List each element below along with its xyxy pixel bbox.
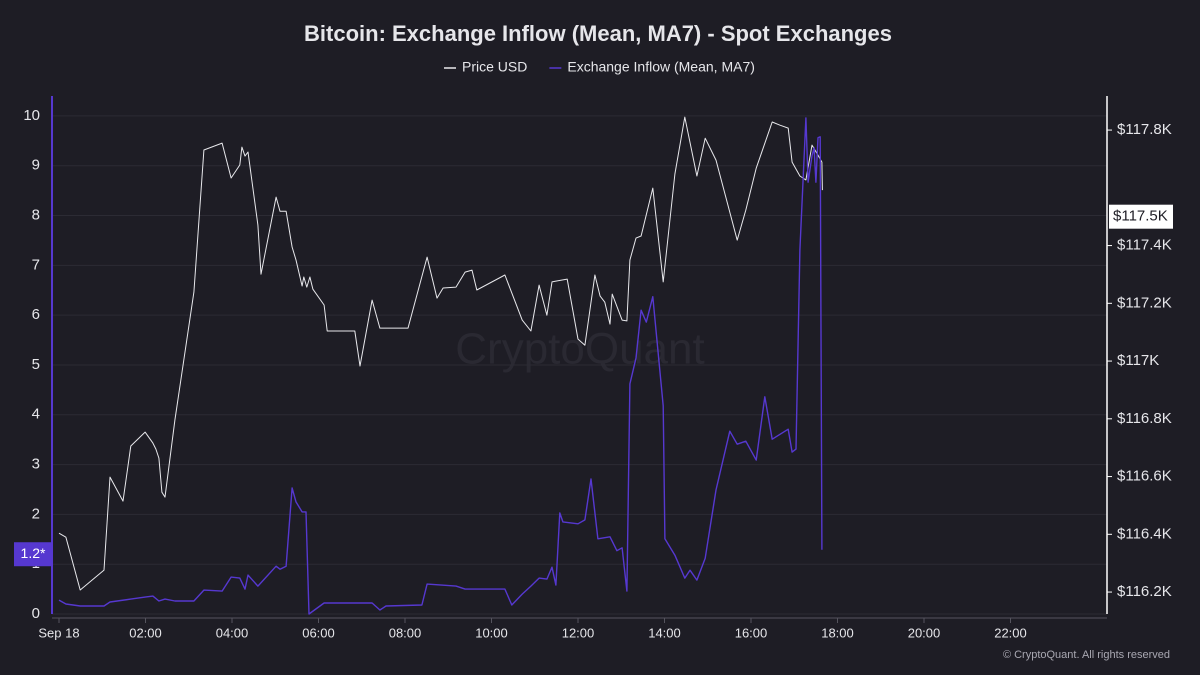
y-tick-label: 4	[32, 406, 40, 423]
y2-tick-label: $116.6K	[1117, 468, 1172, 485]
chart-title: Bitcoin: Exchange Inflow (Mean, MA7) - S…	[304, 21, 892, 46]
legend: Price USD Exchange Inflow (Mean, MA7)	[444, 59, 755, 75]
series-line	[58, 116, 823, 591]
y2-tick-label: $116.8K	[1117, 410, 1172, 427]
x-tick-label: 02:00	[129, 625, 162, 640]
current-value-label: 1.2*	[21, 545, 46, 561]
x-tick-label: 18:00	[821, 625, 854, 640]
x-tick-label: 12:00	[562, 625, 595, 640]
y2-tick-label: $117.4K	[1117, 237, 1172, 254]
y2-tick-label: $117.8K	[1117, 121, 1172, 138]
y-tick-label: 10	[23, 107, 40, 124]
y2-tick-label: $117.2K	[1117, 294, 1172, 311]
x-tick-label: 20:00	[908, 625, 941, 640]
y-tick-label: 0	[32, 605, 40, 622]
y-tick-label: 8	[32, 207, 40, 224]
legend-label: Price USD	[462, 59, 527, 75]
y-tick-label: 2	[32, 505, 40, 522]
current-value-box	[1109, 204, 1173, 229]
y-tick-label: 9	[32, 157, 40, 174]
y2-tick-label: $117K	[1117, 352, 1159, 369]
watermark: CryptoQuant	[455, 325, 704, 374]
current-value-box	[14, 542, 52, 567]
y-tick-label: 6	[32, 306, 40, 323]
series-line	[58, 117, 823, 615]
x-tick-label: 06:00	[302, 625, 335, 640]
y2-tick-label: $116.2K	[1117, 583, 1172, 600]
current-value-label: $117.5K	[1113, 208, 1168, 225]
footer: © CryptoQuant. All rights reserved	[1003, 649, 1170, 661]
y-tick-label: 7	[32, 256, 40, 273]
y-tick-label: 3	[32, 456, 40, 473]
x-tick-label: 22:00	[994, 625, 1027, 640]
x-tick-label: 14:00	[648, 625, 681, 640]
y2-tick-label: $116.4K	[1117, 525, 1172, 542]
x-tick-label: 08:00	[389, 625, 422, 640]
x-tick-label: 04:00	[216, 625, 249, 640]
x-tick-label: 10:00	[475, 625, 508, 640]
legend-label: Exchange Inflow (Mean, MA7)	[567, 59, 755, 75]
y-tick-label: 5	[32, 356, 40, 373]
x-tick-label: Sep 18	[38, 625, 79, 640]
x-tick-label: 16:00	[735, 625, 768, 640]
